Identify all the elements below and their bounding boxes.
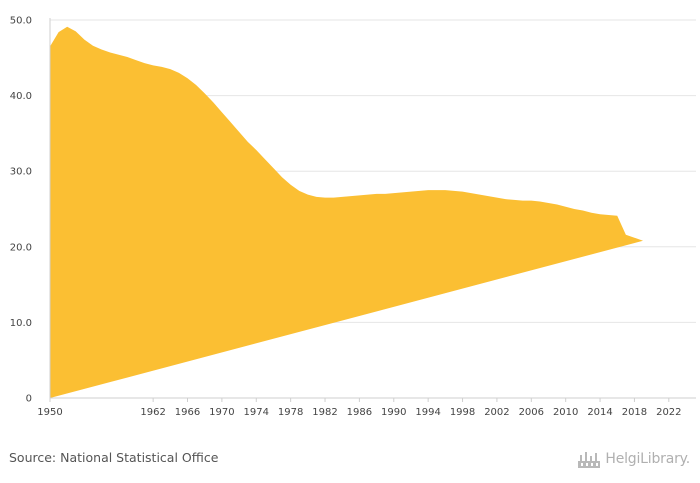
y-tick-label: 10.0 [10,318,32,329]
x-tick-label: 1986 [347,407,372,418]
x-axis-ticks: 1950 1962 1966 1970 1974 1978 1982 1986 1990 1994… [37,398,682,418]
x-tick-label: 1966 [175,407,200,418]
x-tick-label: 1970 [209,407,234,418]
x-tick-label: 1974 [244,407,269,418]
x-tick-label: 1962 [140,407,165,418]
y-axis-ticks: 0 10.0 20.0 30.0 40.0 50.0 [10,16,32,405]
x-tick-label: 2006 [519,407,544,418]
x-tick-label: 1982 [312,407,337,418]
x-tick-label: 1978 [278,407,303,418]
x-tick-label: 1994 [415,407,440,418]
factory-icon [578,452,601,468]
x-tick-label: 1950 [37,407,62,418]
x-tick-label: 2014 [587,407,612,418]
x-tick-label: 1990 [381,407,406,418]
x-tick-label: 2002 [484,407,509,418]
y-tick-label: 50.0 [10,16,32,27]
area-chart: 010.020.030.040.050.0 1950 1962 1966 1970 19… [10,16,696,418]
source-note: Source: National Statistical Office [9,450,219,465]
x-tick-label: 1998 [450,407,475,418]
x-tick-label: 2022 [656,407,681,418]
y-tick-label: 0 [26,394,32,405]
y-tick-label: 40.0 [10,91,32,102]
logo-text: HelgiLibrary. [605,451,690,467]
y-tick-label: 20.0 [10,242,32,253]
x-tick-label: 2018 [622,407,647,418]
helgi-library-logo: HelgiLibrary. [577,448,690,470]
area-series [50,26,644,399]
x-tick-label: 2010 [553,407,578,418]
y-tick-label: 30.0 [10,167,32,178]
